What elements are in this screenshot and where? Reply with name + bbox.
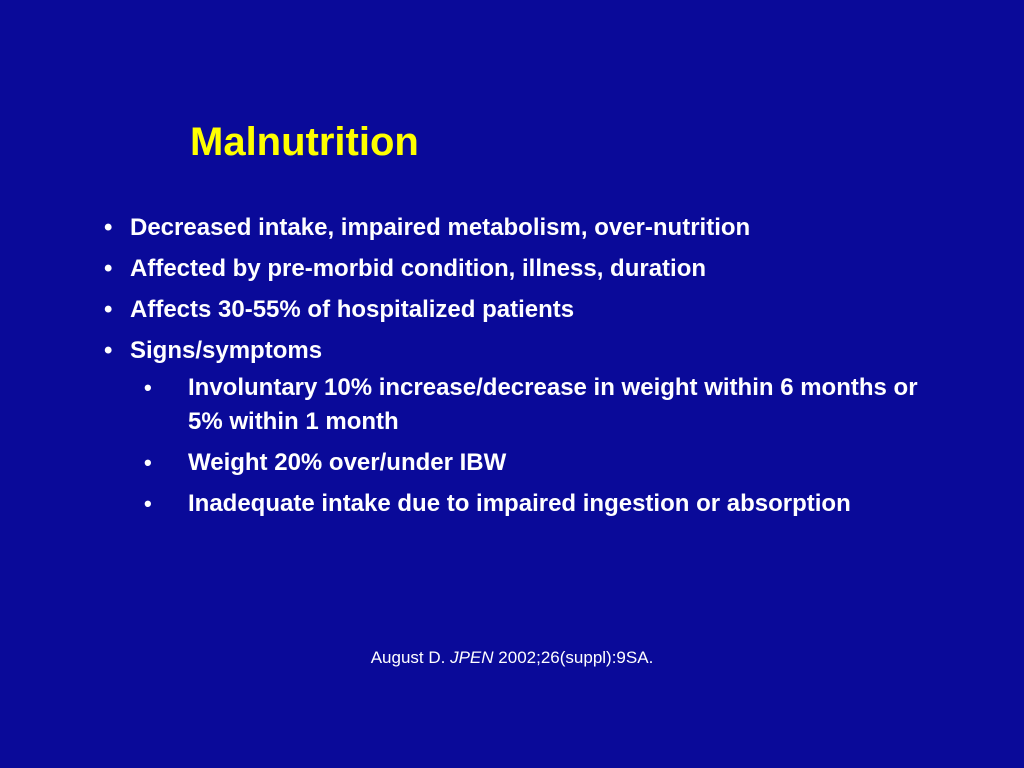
bullet-dot-icon: • [104,296,113,323]
sub-bullet-text: Weight 20% over/under IBW [188,449,507,476]
bullet-text: Affected by pre-morbid condition, illnes… [130,255,707,282]
citation-details: 2002;26(suppl):9SA. [498,648,654,667]
sub-bullet-text: Inadequate intake due to impaired ingest… [188,490,851,517]
sub-bullet-dot-icon: • [144,450,152,475]
sub-bullet-item: • Inadequate intake due to impaired inge… [104,487,984,521]
bullet-item: • Affected by pre-morbid condition, illn… [104,248,984,289]
sub-bullet-dot-icon: • [144,375,152,400]
citation-author: August D. [370,648,446,667]
sub-bullet-item: • Weight 20% over/under IBW [104,446,984,480]
sub-bullet-list: • Involuntary 10% increase/decrease in w… [104,371,984,521]
bullet-dot-icon: • [104,214,113,241]
sub-bullet-text: Involuntary 10% increase/decrease in wei… [188,374,918,435]
bullet-text: Signs/symptoms [130,337,323,364]
slide-title: Malnutrition [190,120,419,164]
sub-bullet-group: • Involuntary 10% increase/decrease in w… [104,371,984,521]
bullet-item: • Decreased intake, impaired metabolism,… [104,207,984,248]
bullet-item: • Affects 30-55% of hospitalized patient… [104,289,984,330]
bullet-list: • Decreased intake, impaired metabolism,… [104,207,984,528]
bullet-text: Decreased intake, impaired metabolism, o… [130,214,751,241]
sub-bullet-dot-icon: • [144,491,152,516]
sub-bullet-item: • Involuntary 10% increase/decrease in w… [104,371,984,439]
citation: August D. JPEN 2002;26(suppl):9SA. [0,646,1024,670]
bullet-text: Affects 30-55% of hospitalized patients [130,296,575,323]
bullet-item: • Signs/symptoms [104,330,984,371]
citation-journal: JPEN [450,648,494,667]
bullet-dot-icon: • [104,255,113,282]
bullet-dot-icon: • [104,337,113,364]
